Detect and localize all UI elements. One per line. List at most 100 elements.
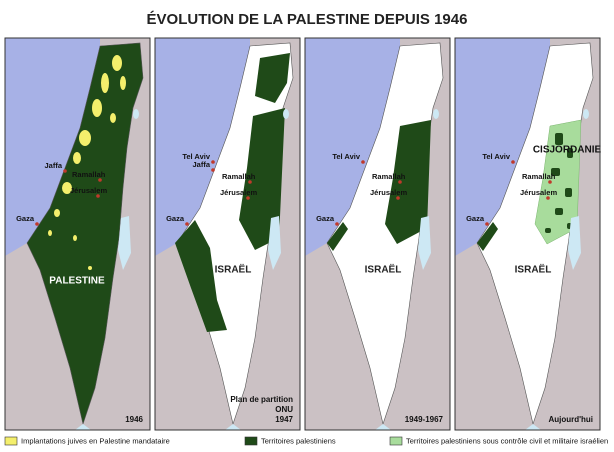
city-dot bbox=[511, 160, 515, 164]
city-dot bbox=[211, 168, 215, 172]
palestinian-territory bbox=[555, 133, 563, 145]
dead-sea bbox=[568, 216, 581, 270]
palestinian-territory bbox=[175, 220, 227, 332]
palestinian-territory bbox=[545, 228, 551, 233]
lake bbox=[583, 109, 589, 119]
panel-border bbox=[154, 37, 301, 431]
palestinian-territory bbox=[565, 188, 572, 197]
lake bbox=[133, 109, 139, 119]
city-dot bbox=[546, 196, 550, 200]
palestinian-territory bbox=[385, 120, 431, 244]
city-label: Gaza bbox=[16, 214, 35, 223]
gulf bbox=[525, 424, 541, 430]
jewish-settlement bbox=[48, 230, 52, 236]
city-label: Jaffa bbox=[44, 161, 62, 170]
map-panel: Tel Aviv Ramallah Jérusalem Gaza ISRAËL 1949-… bbox=[304, 37, 451, 431]
territory bbox=[26, 42, 144, 426]
dead-sea bbox=[418, 216, 431, 270]
city-label: Tel Aviv bbox=[182, 152, 210, 161]
palestinian-territory bbox=[255, 53, 290, 103]
legend-swatch bbox=[389, 436, 403, 446]
city-dot bbox=[335, 222, 339, 226]
legend-label: Territoires palestiniens bbox=[261, 436, 336, 445]
gulf bbox=[225, 424, 241, 430]
gulf bbox=[375, 424, 391, 430]
date-label: 1949-1967 bbox=[405, 415, 444, 424]
jewish-settlement bbox=[88, 266, 92, 270]
palestinian-territory bbox=[327, 222, 348, 251]
jewish-settlement bbox=[73, 152, 81, 164]
city-label: Jérusalem bbox=[520, 188, 557, 197]
city-dot bbox=[248, 180, 252, 184]
jewish-settlement bbox=[92, 99, 102, 117]
date-label: 1946 bbox=[125, 415, 143, 424]
lake bbox=[283, 109, 289, 119]
sea bbox=[305, 38, 400, 256]
panel-border bbox=[4, 37, 151, 431]
jewish-settlement bbox=[112, 55, 122, 71]
city-label: Jaffa bbox=[192, 160, 210, 169]
city-label: Ramallah bbox=[522, 172, 556, 181]
legend-swatch bbox=[244, 436, 258, 446]
dead-sea bbox=[268, 216, 281, 270]
palestinian-territory bbox=[551, 168, 560, 176]
city-dot bbox=[246, 196, 250, 200]
region-label: ISRAËL bbox=[215, 263, 252, 276]
sea bbox=[155, 38, 250, 256]
jewish-settlement bbox=[79, 130, 91, 146]
sea bbox=[455, 38, 550, 256]
city-dot bbox=[485, 222, 489, 226]
city-dot bbox=[98, 178, 102, 182]
panel-border bbox=[454, 37, 601, 431]
date-label: ONU bbox=[275, 405, 293, 414]
legend-swatch bbox=[4, 436, 18, 446]
gulf bbox=[75, 424, 91, 430]
jewish-settlement bbox=[54, 209, 60, 217]
title: ÉVOLUTION DE LA PALESTINE DEPUIS 1946 bbox=[147, 11, 468, 28]
city-dot bbox=[63, 169, 67, 173]
city-dot bbox=[548, 180, 552, 184]
city-dot bbox=[96, 194, 100, 198]
city-dot bbox=[396, 196, 400, 200]
map-panel: Tel Aviv Ramallah Jérusalem Gaza ISRAËL CISJO… bbox=[454, 37, 602, 431]
jewish-settlement bbox=[73, 235, 77, 241]
city-dot bbox=[398, 180, 402, 184]
jewish-settlement bbox=[101, 73, 109, 93]
west-bank-label: CISJORDANIE bbox=[533, 145, 602, 156]
palestinian-territory bbox=[239, 108, 285, 250]
region-label: PALESTINE bbox=[49, 276, 105, 287]
city-label: Tel Aviv bbox=[332, 152, 360, 161]
region-label: ISRAËL bbox=[365, 263, 402, 276]
city-dot bbox=[35, 222, 39, 226]
palestinian-territory bbox=[477, 222, 498, 251]
city-label: Gaza bbox=[466, 214, 485, 223]
date-label: Aujourd'hui bbox=[548, 415, 593, 424]
map-panel: Jaffa Ramallah Jérusalem Gaza PALESTINE 1946 bbox=[4, 37, 151, 431]
city-label: Jérusalem bbox=[70, 186, 107, 195]
legend-label: Implantations juives en Palestine mandat… bbox=[21, 436, 170, 445]
legend-label: Territoires palestiniens sous contrôle c… bbox=[406, 436, 608, 445]
city-label: Jérusalem bbox=[370, 188, 407, 197]
jewish-settlement bbox=[62, 182, 72, 194]
city-label: Ramallah bbox=[372, 172, 406, 181]
city-label: Jérusalem bbox=[220, 188, 257, 197]
date-label: Plan de partition bbox=[230, 395, 293, 404]
city-dot bbox=[211, 160, 215, 164]
city-dot bbox=[361, 160, 365, 164]
city-label: Tel Aviv bbox=[482, 152, 510, 161]
palestinian-territory bbox=[555, 208, 563, 215]
city-label: Ramallah bbox=[72, 170, 106, 179]
city-label: Gaza bbox=[166, 214, 185, 223]
city-dot bbox=[185, 222, 189, 226]
panel-border bbox=[304, 37, 451, 431]
jewish-settlement bbox=[110, 113, 116, 123]
jewish-settlement bbox=[120, 76, 126, 90]
dead-sea bbox=[118, 216, 131, 270]
palestinian-territory bbox=[567, 148, 573, 158]
city-label: Ramallah bbox=[222, 172, 256, 181]
region-label: ISRAËL bbox=[515, 263, 552, 276]
lake bbox=[433, 109, 439, 119]
